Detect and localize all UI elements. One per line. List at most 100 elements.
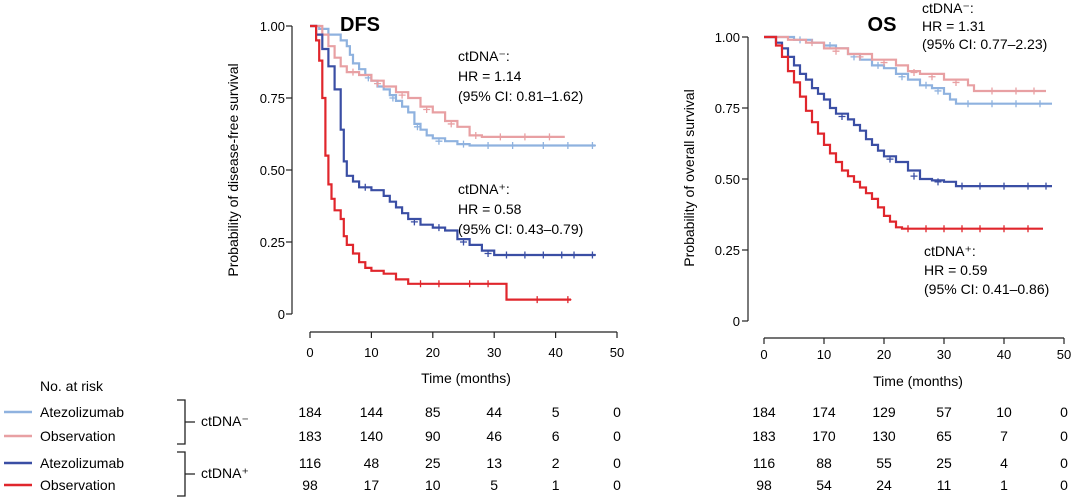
os-censor-mark-atezo_neg [1012,100,1020,108]
dfs-risk-cell: 98 [302,477,318,493]
dfs-x-tick-label: 0 [306,345,313,360]
os-censor-mark-obs_neg [1030,87,1038,95]
dfs-annotation-pos-line2: HR = 0.58 [458,201,522,217]
os-risk-cell: 4 [1000,455,1008,471]
dfs-censor-mark-obs_pos [417,280,425,288]
os-censor-mark-atezo_pos [934,178,942,186]
dfs-curve-obs_neg [310,24,565,138]
dfs-risk-cell: 2 [552,455,560,471]
dfs-risk-cell: 140 [360,428,384,444]
dfs-risk-cell: 144 [360,404,384,420]
os-x-tick-label: 30 [937,347,951,362]
os-x-axis-label: Time (months) [873,373,963,389]
dfs-annotation-neg: ctDNA⁻: HR = 1.14 (95% CI: 0.81–1.62) [458,48,583,104]
dfs-annotation-neg-line2: HR = 1.14 [458,68,522,84]
dfs-censor-mark-atezo_neg [588,142,596,150]
dfs-censor-mark-obs_neg [521,133,529,141]
os-censor-mark-obs_pos [976,225,984,233]
os-censor-mark-atezo_neg [988,100,996,108]
legend-rows: Atezolizumab Observation Atezolizumab Obser… [4,404,124,493]
os-censor-mark-obs_pos [904,225,912,233]
os-risk-cell: 0 [1060,428,1068,444]
group-label-ctdna-pos: ctDNA⁺ [201,465,249,481]
os-censor-mark-obs_pos [1024,225,1032,233]
os-annotation-neg: ctDNA⁻: HR = 1.31 (95% CI: 0.77–2.23) [922,0,1047,52]
dfs-censor-mark-atezo_pos [539,251,547,259]
dfs-x-tick-label: 20 [426,345,440,360]
os-risk-cell: 57 [936,404,952,420]
os-annotation-pos-line1: ctDNA⁺: [924,243,976,259]
dfs-risk-cell: 25 [425,455,441,471]
dfs-y-axis-label: Probability of disease-free survival [225,63,241,276]
dfs-risk-cell: 5 [552,404,560,420]
os-censor-mark-atezo_pos [976,182,984,190]
dfs-censor-mark-atezo_pos [502,251,510,259]
legend-label: Observation [40,428,115,444]
os-censor-mark-atezo_neg [874,61,882,69]
os-risk-cell: 54 [816,477,832,493]
dfs-risk-cell: 46 [486,428,502,444]
os-censor-mark-atezo_pos [886,155,894,163]
os-y-tick-label: 0.75 [715,101,740,116]
dfs-censor-mark-obs_neg [447,120,455,128]
os-risk-cell: 65 [936,428,952,444]
risk-table-title: No. at risk [40,378,104,394]
os-censor-mark-atezo_pos [838,113,846,121]
os-annotation-pos: ctDNA⁺: HR = 0.59 (95% CI: 0.41–0.86) [924,243,1049,297]
dfs-x-axis-label: Time (months) [421,370,511,386]
os-censor-mark-atezo_neg [934,87,942,95]
dfs-censor-mark-atezo_neg [413,123,421,131]
os-risk-cell: 0 [1060,455,1068,471]
dfs-risk-cell: 1 [552,477,560,493]
os-y-tick-label: 1.00 [715,30,740,45]
os-censor-mark-obs_neg [928,73,936,81]
dfs-curve-atezo_neg [310,24,596,147]
dfs-risk-cell: 116 [299,455,322,471]
os-censor-mark-obs_neg [808,39,816,47]
os-risk-cell: 130 [872,428,896,444]
os-censor-mark-obs_pos [922,225,930,233]
legend-label: Observation [40,477,115,493]
os-censor-mark-obs_neg [832,47,840,55]
dfs-risk-cell: 183 [298,428,322,444]
dfs-censor-mark-atezo_neg [460,140,467,148]
dfs-risk-cell: 10 [425,477,441,493]
os-y-tick-label: 0.50 [715,172,740,187]
os-x-tick-label: 10 [817,347,831,362]
os-censor-mark-obs_pos [1000,225,1008,233]
os-censor-mark-atezo_neg [964,100,972,108]
os-annotation-neg-line2: HR = 1.31 [922,18,986,34]
os-risk-cell: 129 [872,404,896,420]
dfs-censor-mark-obs_pos [564,296,572,304]
os-censor-mark-atezo_pos [958,182,966,190]
os-censor-mark-obs_neg [910,69,918,76]
dfs-curves [310,24,596,304]
dfs-title: DFS [340,14,380,36]
dfs-y-tick-label: 0.25 [260,235,285,250]
os-risk-cell: 55 [876,455,892,471]
dfs-annotation-neg-line1: ctDNA⁻: [458,48,510,64]
os-y-tick-label: 0.25 [715,243,740,258]
os-y-axis-label: Probability of overall survival [681,89,697,266]
dfs-censor-mark-atezo_neg [564,142,572,150]
os-censor-mark-obs_neg [856,53,864,61]
os-censor-mark-atezo_pos [1024,182,1032,190]
os-censor-mark-obs_pos [940,225,948,233]
os-risk-cell: 183 [752,428,776,444]
dfs-censor-mark-obs_neg [545,133,553,141]
os-censor-mark-atezo_pos [1042,182,1050,190]
os-censor-mark-atezo_pos [1000,182,1008,190]
os-censor-mark-atezo_neg [898,73,906,81]
dfs-x-tick-label: 30 [487,345,501,360]
os-risk-cell: 24 [876,477,892,493]
dfs-censor-mark-atezo_pos [410,218,418,226]
dfs-panel: DFS Probability of disease-free survival… [225,14,624,386]
dfs-risk-cell: 0 [613,477,621,493]
dfs-risk-cell: 85 [425,404,441,420]
dfs-censor-mark-obs_pos [435,280,443,288]
dfs-annotation-neg-line3: (95% CI: 0.81–1.62) [458,88,583,104]
os-x-tick-label: 0 [760,347,767,362]
dfs-censor-mark-obs_neg [349,68,357,76]
dfs-axes: 0 0.25 0.50 0.75 1.00 0 10 20 30 40 50 [260,19,625,360]
